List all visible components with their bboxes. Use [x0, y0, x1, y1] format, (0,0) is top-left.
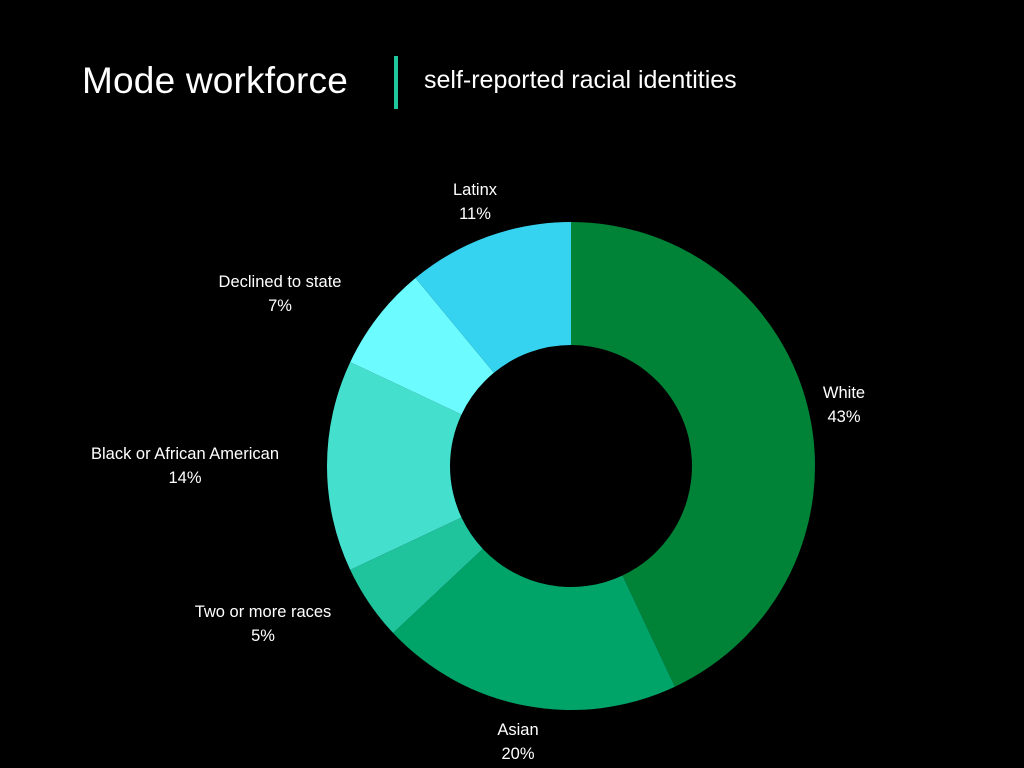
slice-white: [571, 222, 815, 687]
slice-labels: White 43% Asian 20% Two or more races 5% Black…: [91, 181, 865, 763]
chart-title: Mode workforce: [82, 60, 349, 101]
slice-value-label: 14%: [168, 469, 201, 487]
slice-name-label: White: [823, 384, 865, 402]
slice-latinx: [415, 222, 571, 373]
slice-value-label: 43%: [827, 408, 860, 426]
slice-value-label: 7%: [268, 297, 292, 315]
slice-declined-to-state: [350, 277, 494, 415]
title-divider: [394, 56, 398, 109]
slice-value-label: 5%: [251, 627, 275, 645]
slice-black-or-african-american: [326, 362, 462, 570]
slice-name-label: Two or more races: [195, 603, 332, 621]
slice-name-label: Latinx: [453, 181, 498, 199]
chart-subtitle: self-reported racial identities: [424, 66, 737, 94]
donut-slices: [326, 222, 815, 711]
slice-name-label: Asian: [497, 721, 538, 739]
slice-asian: [393, 548, 675, 711]
slice-two-or-more-races: [350, 517, 483, 634]
slice-name-label: Black or African American: [91, 445, 279, 463]
slice-name-label: Declined to state: [219, 273, 342, 291]
slice-value-label: 11%: [459, 205, 491, 223]
slice-value-label: 20%: [501, 745, 534, 763]
